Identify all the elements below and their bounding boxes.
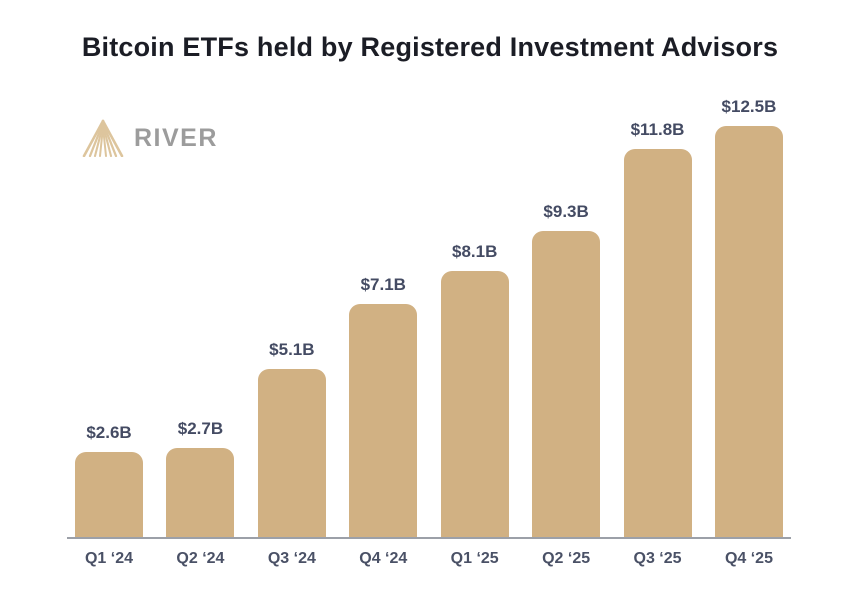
river-logo: RIVER xyxy=(82,119,218,157)
bar-value-label: $2.6B xyxy=(86,423,132,442)
bar xyxy=(623,149,692,537)
bar xyxy=(714,126,783,537)
bar-column: $2.7B xyxy=(166,419,235,537)
bar xyxy=(440,271,509,537)
bar xyxy=(532,231,601,537)
bar-column: $8.1B xyxy=(440,242,509,537)
bar-column: $5.1B xyxy=(257,340,326,537)
bar-value-label: $5.1B xyxy=(269,340,315,359)
bar-chart: $2.6B $2.7B $5.1B $7.1B $8.1B $9.3B $11.… xyxy=(67,97,791,568)
river-fan-icon xyxy=(82,119,124,157)
x-axis-label: Q2 ‘25 xyxy=(542,550,591,567)
bar-column: $11.8B xyxy=(623,120,692,537)
x-axis-label: Q1 ‘24 xyxy=(84,550,134,567)
bar-value-label: $9.3B xyxy=(543,202,589,221)
x-axis-label: Q3 ‘25 xyxy=(633,550,682,567)
bar xyxy=(166,448,235,537)
bar-value-label: $11.8B xyxy=(630,120,685,139)
bar-value-label: $2.7B xyxy=(177,419,224,438)
bar-value-label: $7.1B xyxy=(360,275,406,294)
bar xyxy=(349,304,418,537)
bar-value-label: $12.5B xyxy=(721,97,777,116)
bar xyxy=(257,369,326,537)
bar-column: $12.5B xyxy=(714,97,783,537)
bar xyxy=(75,452,143,537)
bar-value-label: $8.1B xyxy=(452,242,498,261)
x-axis-label: Q2 ‘24 xyxy=(176,550,225,567)
bar-column: $2.6B xyxy=(75,423,143,537)
chart-title: Bitcoin ETFs held by Registered Investme… xyxy=(81,32,779,62)
x-axis-label: Q1 ‘25 xyxy=(450,550,499,567)
plot-area: $2.6B $2.7B $5.1B $7.1B $8.1B $9.3B $11.… xyxy=(67,97,791,539)
x-axis-labels: Q1 ‘24 Q2 ‘24 Q3 ‘24 Q4 ‘24 Q1 ‘25 Q2 ‘2… xyxy=(67,550,791,568)
bar-column: $7.1B xyxy=(349,275,418,537)
x-axis-label: Q3 ‘24 xyxy=(267,550,316,567)
x-axis-label: Q4 ‘24 xyxy=(359,550,408,567)
x-axis-label: Q4 ‘25 xyxy=(724,550,773,567)
river-logo-text: RIVER xyxy=(134,123,218,152)
bar-column: $9.3B xyxy=(532,202,601,537)
